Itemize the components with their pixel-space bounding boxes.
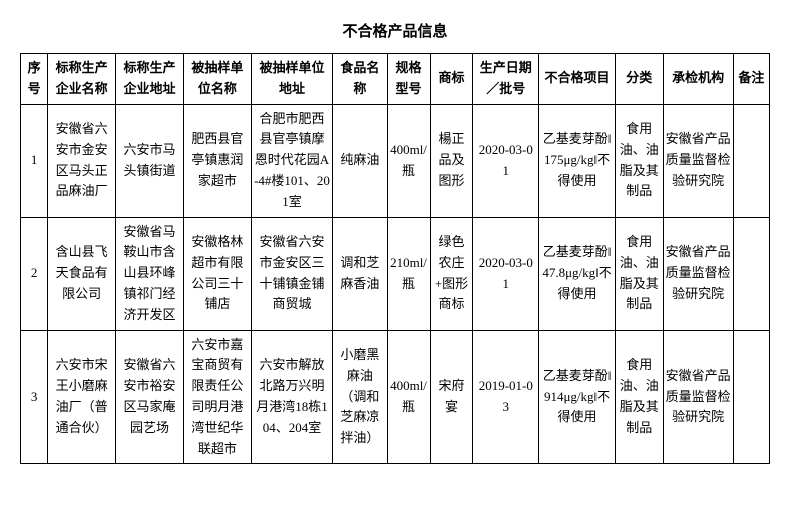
cell-2-9: 乙基麦芽酚‖914μg/kg‖不得使用 [539, 330, 616, 464]
cell-2-4: 六安市解放北路万兴明月港湾18栋104、204室 [251, 330, 332, 464]
cell-0-9: 乙基麦芽酚‖175μg/kg‖不得使用 [539, 104, 616, 217]
cell-0-11: 安徽省产品质量监督检验研究院 [663, 104, 733, 217]
table-row: 1安徽省六安市金安区马头正品麻油厂六安市马头镇街道肥西县官亭镇惠润家超市合肥市肥… [21, 104, 770, 217]
col-header-7: 商标 [430, 54, 473, 105]
table-row: 3六安市宋王小磨麻油厂（普通合伙）安徽省六安市裕安区马家庵园艺场六安市嘉宝商贸有… [21, 330, 770, 464]
cell-0-4: 合肥市肥西县官亭镇摩恩时代花园A-4#楼101、201室 [251, 104, 332, 217]
cell-1-7: 绿色农庄+图形商标 [430, 217, 473, 330]
cell-1-2: 安徽省马鞍山市含山县环峰镇祁门经济开发区 [116, 217, 184, 330]
col-header-5: 食品名称 [333, 54, 387, 105]
table-header-row: 序号标称生产企业名称标称生产企业地址被抽样单位名称被抽样单位地址食品名称规格型号… [21, 54, 770, 105]
col-header-11: 承检机构 [663, 54, 733, 105]
cell-1-0: 2 [21, 217, 48, 330]
cell-0-10: 食用油、油脂及其制品 [616, 104, 664, 217]
cell-1-3: 安徽格林超市有限公司三十铺店 [183, 217, 251, 330]
cell-2-10: 食用油、油脂及其制品 [616, 330, 664, 464]
col-header-6: 规格型号 [387, 54, 430, 105]
cell-1-8: 2020-03-01 [473, 217, 539, 330]
col-header-2: 标称生产企业地址 [116, 54, 184, 105]
cell-2-5: 小磨黑麻油（调和芝麻凉拌油） [333, 330, 387, 464]
cell-1-1: 含山县飞天食品有限公司 [48, 217, 116, 330]
col-header-4: 被抽样单位地址 [251, 54, 332, 105]
col-header-8: 生产日期／批号 [473, 54, 539, 105]
cell-2-8: 2019-01-03 [473, 330, 539, 464]
col-header-10: 分类 [616, 54, 664, 105]
cell-2-6: 400ml/瓶 [387, 330, 430, 464]
cell-0-12 [733, 104, 769, 217]
cell-2-3: 六安市嘉宝商贸有限责任公司明月港湾世纪华联超市 [183, 330, 251, 464]
cell-0-3: 肥西县官亭镇惠润家超市 [183, 104, 251, 217]
cell-2-2: 安徽省六安市裕安区马家庵园艺场 [116, 330, 184, 464]
page-title: 不合格产品信息 [20, 20, 770, 41]
cell-1-10: 食用油、油脂及其制品 [616, 217, 664, 330]
cell-2-1: 六安市宋王小磨麻油厂（普通合伙） [48, 330, 116, 464]
product-table: 序号标称生产企业名称标称生产企业地址被抽样单位名称被抽样单位地址食品名称规格型号… [20, 53, 770, 464]
col-header-9: 不合格项目 [539, 54, 616, 105]
cell-0-2: 六安市马头镇街道 [116, 104, 184, 217]
cell-0-1: 安徽省六安市金安区马头正品麻油厂 [48, 104, 116, 217]
col-header-3: 被抽样单位名称 [183, 54, 251, 105]
col-header-1: 标称生产企业名称 [48, 54, 116, 105]
cell-1-9: 乙基麦芽酚‖47.8μg/kg‖不得使用 [539, 217, 616, 330]
cell-2-12 [733, 330, 769, 464]
cell-2-7: 宋府宴 [430, 330, 473, 464]
cell-0-7: 楊正品及图形 [430, 104, 473, 217]
cell-1-5: 调和芝麻香油 [333, 217, 387, 330]
cell-2-11: 安徽省产品质量监督检验研究院 [663, 330, 733, 464]
cell-1-6: 210ml/瓶 [387, 217, 430, 330]
col-header-0: 序号 [21, 54, 48, 105]
cell-1-11: 安徽省产品质量监督检验研究院 [663, 217, 733, 330]
cell-0-8: 2020-03-01 [473, 104, 539, 217]
cell-0-5: 纯麻油 [333, 104, 387, 217]
cell-1-12 [733, 217, 769, 330]
cell-1-4: 安徽省六安市金安区三十铺镇金铺商贸城 [251, 217, 332, 330]
table-row: 2含山县飞天食品有限公司安徽省马鞍山市含山县环峰镇祁门经济开发区安徽格林超市有限… [21, 217, 770, 330]
col-header-12: 备注 [733, 54, 769, 105]
cell-2-0: 3 [21, 330, 48, 464]
cell-0-0: 1 [21, 104, 48, 217]
cell-0-6: 400ml/瓶 [387, 104, 430, 217]
